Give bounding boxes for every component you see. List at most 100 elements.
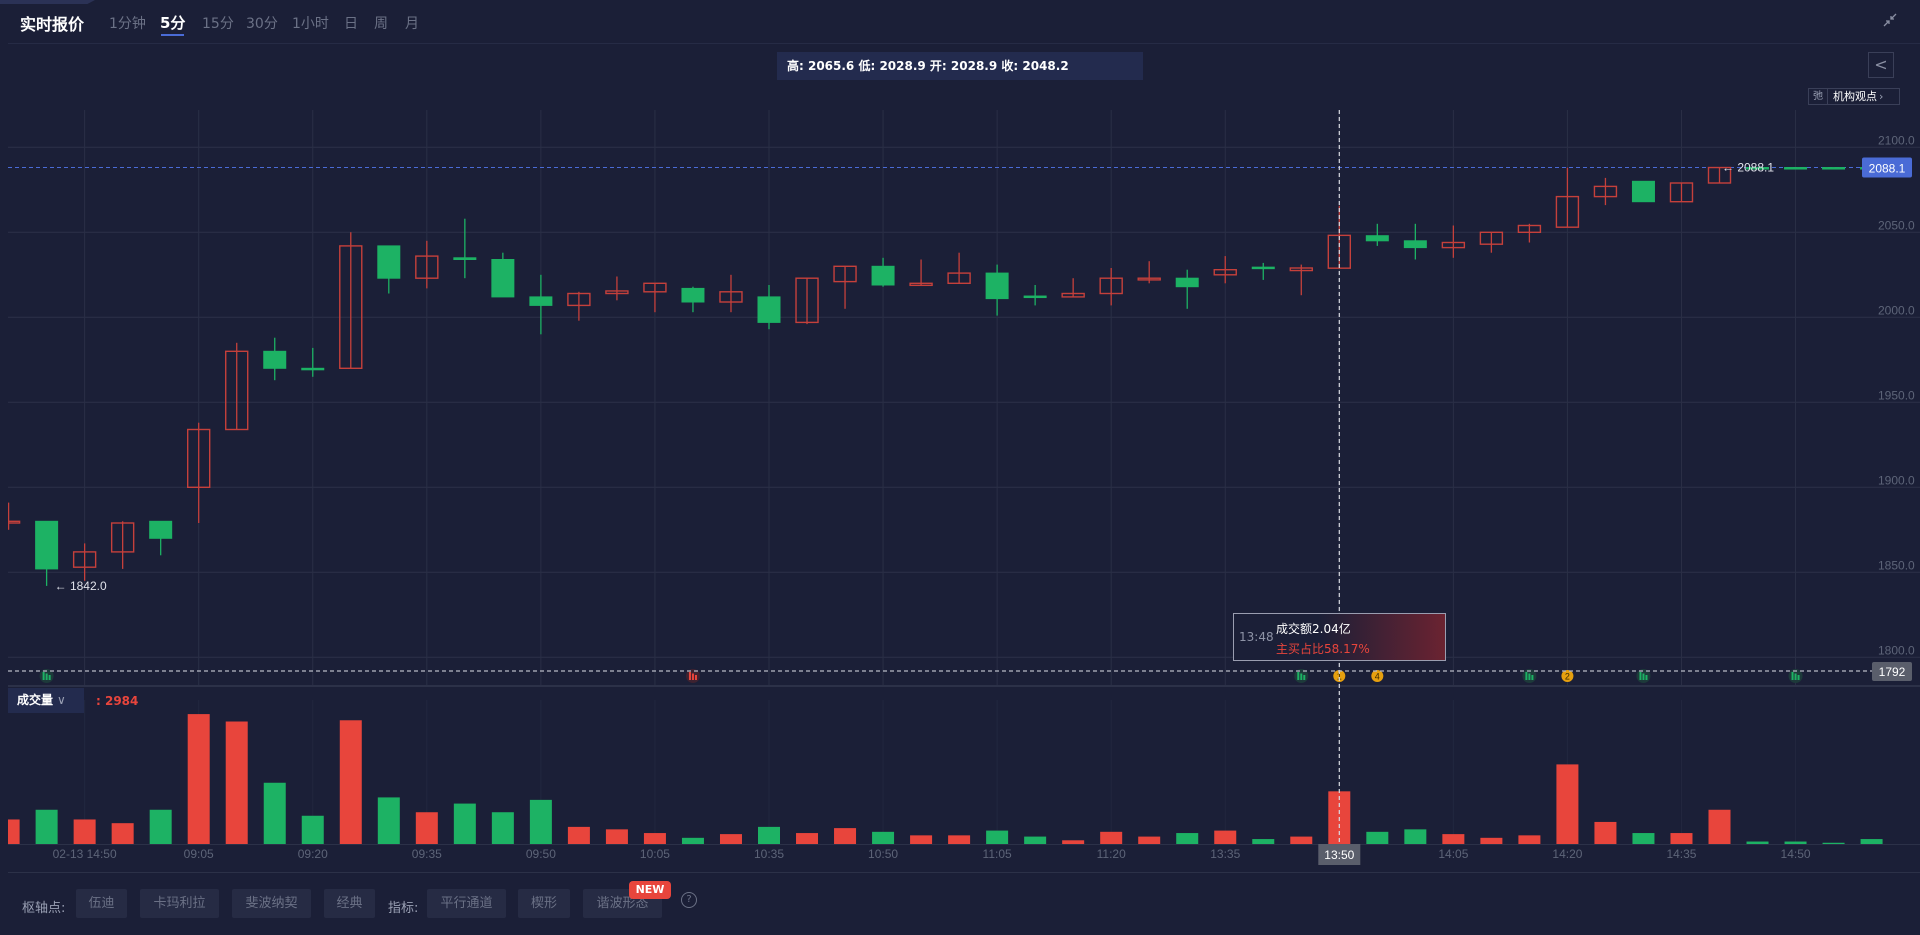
tooltip-buy-ratio: 主买占比58.17% [1276,642,1370,656]
candle-body [453,257,477,260]
collapse-arrows-icon[interactable] [1882,12,1898,28]
chevron-left-icon[interactable]: < [1868,52,1894,78]
volume-bar [1670,833,1693,844]
volume-bar [149,809,172,844]
tab-week[interactable]: 周 [374,16,388,32]
pivot-woodie-button[interactable]: 伍迪 [76,889,127,918]
tab-day[interactable]: 日 [344,16,358,32]
last-price-badge-text: 2088.1 [1869,162,1906,176]
candle-body [225,350,249,431]
volume-bar [758,826,780,844]
toolbar-divider [8,872,1920,873]
candle-body [719,291,743,303]
candle-body [1023,295,1047,299]
volume-bar [301,815,324,844]
volume-bar [35,809,58,844]
pivot-fibonacci-button[interactable]: 斐波纳契 [232,889,311,918]
candle-body [1327,234,1352,269]
volume-bar [1860,839,1883,844]
tab-month[interactable]: 月 [405,16,419,32]
event-marker-green-icon [1794,673,1797,680]
candle-body [1213,269,1237,276]
candle-body [567,292,591,307]
candle-body [1784,167,1808,170]
tab-1min[interactable]: 1分钟 [109,16,146,32]
volume-bar [1062,840,1085,844]
candle-body [8,520,21,524]
help-icon[interactable]: ? [681,892,697,908]
corner-decoration [0,0,95,4]
x-tick-label: 09:50 [526,847,556,861]
event-marker-number: 4 [1375,672,1380,682]
volume-bar [1480,837,1503,844]
y-tick-label: 2100.0 [1878,133,1915,147]
event-marker-green-icon [1528,673,1531,680]
volume-indicator-select[interactable]: 成交量 ∨ [8,688,84,713]
tab-30min[interactable]: 30分 [246,16,278,32]
volume-bar [1404,829,1427,844]
candle-body [871,265,895,286]
candle-body [1251,266,1275,270]
institution-view-button[interactable]: 弛 机构观点 › [1808,88,1900,105]
event-marker-green-icon [48,675,51,680]
event-marker-green-icon [1797,675,1800,680]
candle-body [72,551,97,568]
crosshair-time-badge [1318,844,1361,865]
candle-body [1555,195,1580,228]
pivot-label: 枢轴点: [22,901,66,916]
low-price-annotation: ← 1842.0 [55,579,107,593]
event-marker-orange [1371,670,1384,682]
candle-body [1175,277,1199,288]
volume-bar [719,834,742,844]
tab-5min[interactable]: 5分 [160,14,186,36]
volume-bar [872,831,895,844]
volume-value: : 2984 [96,694,139,708]
event-marker-orange [1333,670,1346,682]
volume-bar [1024,836,1047,844]
event-marker-red-icon [691,673,694,680]
candle-body [757,296,781,323]
event-marker-red-icon [694,675,697,680]
x-tick-label: 11:05 [983,847,1012,861]
volume-bar [1252,839,1275,844]
tab-15min[interactable]: 15分 [202,16,234,32]
tab-1hour[interactable]: 1小时 [292,16,329,32]
candle-body [1479,231,1504,245]
x-tick-label: 09:20 [298,847,328,861]
institution-view-label: 机构观点 [1833,90,1877,103]
candle-body [985,272,1009,300]
last-price-badge [1862,157,1912,178]
indicator-label: 指标: [388,901,419,916]
candle-body [1099,277,1123,295]
pivot-classic-button[interactable]: 经典 [324,889,375,918]
volume-group [8,714,1883,844]
event-marker-red-icon [688,672,691,680]
candle-body [643,282,667,293]
event-marker-green-icon [1642,673,1645,680]
crosshair-time-text: 13:50 [1324,848,1354,862]
candle-body [1593,185,1618,198]
volume-bar [1708,809,1731,844]
volume-bar [1784,841,1807,844]
candle-body [1631,180,1655,203]
x-tick-label: 10:35 [754,847,784,861]
header-divider [8,43,1920,44]
parallel-channel-button[interactable]: 平行通道 [427,889,506,918]
candle-body [415,255,439,279]
volume-bar [605,829,628,844]
wedge-button[interactable]: 楔形 [518,889,570,918]
candle-body [1403,240,1427,249]
volume-bar [796,833,819,844]
y-tick-label: 1850.0 [1878,558,1915,572]
candle-body [1137,277,1161,281]
pivot-camarilla-button[interactable]: 卡玛利拉 [140,889,219,918]
candle-body [1707,166,1732,184]
candle-body [1289,267,1313,272]
x-tick-label: 14:35 [1666,847,1696,861]
candle-body [1822,167,1846,170]
event-marker-number: 1 [1337,672,1342,682]
candle-body [909,282,933,287]
candle-body [795,277,819,324]
event-marker-green-icon [1645,675,1648,680]
